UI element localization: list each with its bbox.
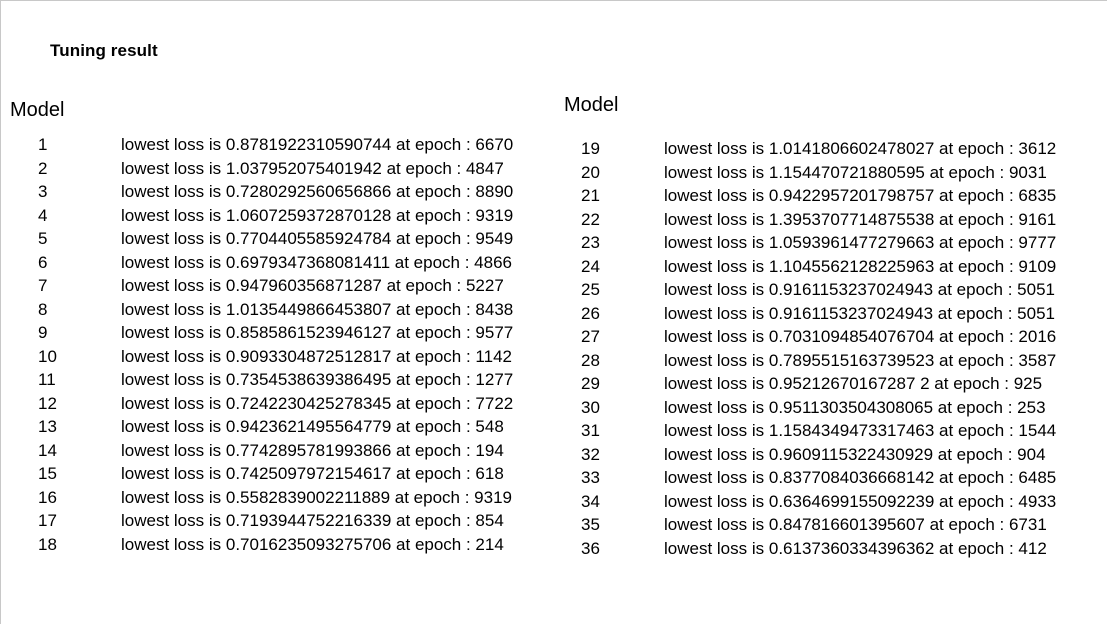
model-number: 10 — [38, 346, 57, 366]
model-number: 30 — [581, 397, 600, 417]
result-text: lowest loss is 0.6979347368081411 at epo… — [121, 252, 512, 272]
result-text: lowest loss is 0.6137360334396362 at epo… — [664, 538, 1047, 558]
result-text: lowest loss is 0.8377084036668142 at epo… — [664, 468, 1057, 487]
model-number: 13 — [38, 417, 57, 436]
model-number: 12 — [38, 393, 57, 413]
result-text: lowest loss is 1.0141806602478027 at epo… — [664, 139, 1057, 158]
result-text: lowest loss is 0.6364699155092239 at epo… — [664, 491, 1057, 511]
model-number: 35 — [581, 515, 600, 534]
right-column-header: Model — [564, 94, 619, 116]
result-text: lowest loss is 0.7742895781993866 at epo… — [121, 440, 504, 460]
model-number: 18 — [38, 534, 57, 554]
result-text: lowest loss is 0.5582839002211889 at epo… — [121, 487, 512, 507]
result-text: lowest loss is 0.8585861523946127 at epo… — [121, 323, 514, 342]
model-number: 22 — [581, 209, 600, 229]
model-number: 2 — [38, 158, 48, 178]
result-text: lowest loss is 0.7280292560656866 at epo… — [121, 182, 514, 201]
model-number: 21 — [581, 186, 600, 205]
result-text: lowest loss is 0.7193944752216339 at epo… — [121, 511, 504, 530]
result-text: lowest loss is 1.1584349473317463 at epo… — [664, 421, 1057, 440]
result-text: lowest loss is 1.0135449866453807 at epo… — [121, 299, 514, 319]
result-text: lowest loss is 0.8781922310590744 at epo… — [121, 135, 514, 154]
result-text: lowest loss is 1.037952075401942 at epoc… — [121, 158, 504, 178]
model-number: 27 — [581, 327, 600, 346]
result-text: lowest loss is 0.9422957201798757 at epo… — [664, 186, 1057, 205]
result-text: lowest loss is 0.95212670167287 2 at epo… — [664, 374, 1043, 393]
result-text: lowest loss is 0.9609115322430929 at epo… — [664, 444, 1046, 464]
model-number: 8 — [38, 299, 48, 319]
model-number: 33 — [581, 468, 600, 487]
model-number: 16 — [38, 487, 57, 507]
model-number: 15 — [38, 464, 57, 483]
result-text: lowest loss is 0.9423621495564779 at epo… — [121, 417, 504, 436]
model-number: 19 — [581, 139, 600, 158]
result-text: lowest loss is 1.3953707714875538 at epo… — [664, 209, 1057, 229]
result-text: lowest loss is 0.7242230425278345 at epo… — [121, 393, 514, 413]
result-text: lowest loss is 0.7704405585924784 at epo… — [121, 229, 514, 248]
model-number: 32 — [581, 444, 600, 464]
result-text: lowest loss is 0.947960356871287 at epoc… — [121, 276, 504, 295]
page-title: Tuning result — [50, 41, 158, 60]
result-text: lowest loss is 1.1045562128225963 at epo… — [664, 256, 1057, 276]
model-number: 7 — [38, 276, 48, 295]
result-text: lowest loss is 0.847816601395607 at epoc… — [664, 515, 1047, 534]
model-number: 6 — [38, 252, 48, 272]
result-text: lowest loss is 0.9511303504308065 at epo… — [664, 397, 1046, 417]
result-text: lowest loss is 0.7016235093275706 at epo… — [121, 534, 504, 554]
result-text: lowest loss is 0.7354538639386495 at epo… — [121, 370, 514, 389]
result-text: lowest loss is 0.7895515163739523 at epo… — [664, 350, 1057, 370]
model-number: 26 — [581, 303, 600, 323]
result-text: lowest loss is 0.9161153237024943 at epo… — [664, 303, 1055, 323]
model-number: 14 — [38, 440, 57, 460]
left-column-header: Model — [10, 99, 65, 121]
model-number: 34 — [581, 491, 600, 511]
model-number: 17 — [38, 511, 57, 530]
model-number: 36 — [581, 538, 600, 558]
model-number: 29 — [581, 374, 600, 393]
model-number: 31 — [581, 421, 600, 440]
model-number: 11 — [38, 370, 56, 389]
model-number: 20 — [581, 162, 600, 182]
model-number: 23 — [581, 233, 600, 252]
model-number: 9 — [38, 323, 48, 342]
model-number: 25 — [581, 280, 600, 299]
result-text: lowest loss is 1.0593961477279663 at epo… — [664, 233, 1057, 252]
result-text: lowest loss is 1.0607259372870128 at epo… — [121, 205, 514, 225]
result-text: lowest loss is 1.154470721880595 at epoc… — [664, 162, 1047, 182]
model-number: 28 — [581, 350, 600, 370]
result-text: lowest loss is 0.7031094854076704 at epo… — [664, 327, 1057, 346]
result-text: lowest loss is 0.7425097972154617 at epo… — [121, 464, 504, 483]
model-number: 1 — [38, 135, 48, 154]
model-number: 5 — [38, 229, 48, 248]
result-text: lowest loss is 0.9093304872512817 at epo… — [121, 346, 512, 366]
model-number: 3 — [38, 182, 48, 201]
model-number: 4 — [38, 205, 48, 225]
model-number: 24 — [581, 256, 600, 276]
result-text: lowest loss is 0.9161153237024943 at epo… — [664, 280, 1055, 299]
